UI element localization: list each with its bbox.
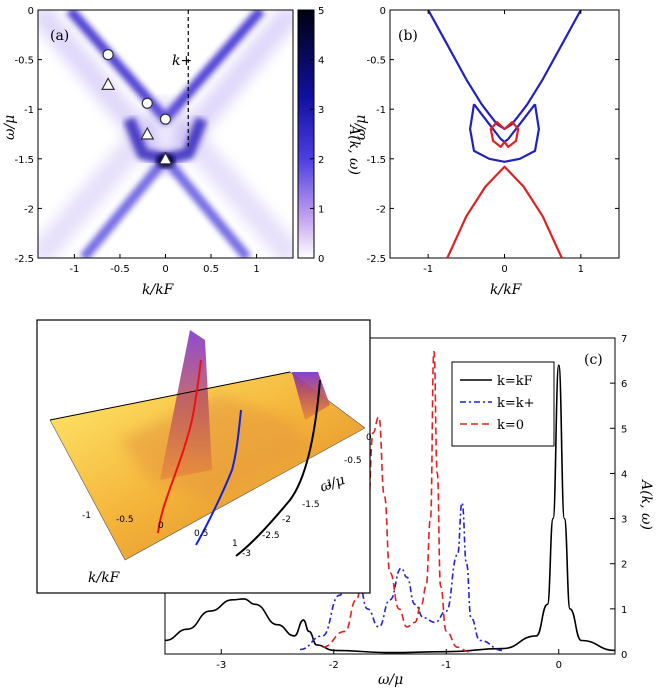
panel-a-xlabel: k/kF xyxy=(142,282,175,298)
b-series-1-segment-0 xyxy=(446,165,563,258)
b-ytick-label: -1 xyxy=(376,105,386,116)
triangle-marker xyxy=(158,151,173,165)
b-ytick-label: -1.5 xyxy=(366,155,386,166)
legend-label-0: k=kF xyxy=(497,374,533,389)
panel-b: -1 0 1 0 -0.5 -1 -1.5 -2 -2.5 (b) k/kF ω/μ xyxy=(353,6,620,298)
inset-ytick-label: -1 xyxy=(323,479,332,489)
c-xtick-label: -1 xyxy=(441,660,451,671)
b-ytick-label: -2 xyxy=(376,204,386,215)
panel-c-ylabel: A(k, ω) xyxy=(638,478,654,530)
inset-blue-curve xyxy=(195,409,242,546)
c-ytick-label: 4 xyxy=(621,469,627,480)
b-xtick-label: -1 xyxy=(423,264,433,275)
spectral-band-2 xyxy=(38,97,293,258)
c-ytick-label: 7 xyxy=(621,334,627,345)
inset-3d-surface: -1 -0.500.510-0.5-1-1.5-2-2.5-3 k/kF ω/μ xyxy=(36,319,372,594)
panel-b-ylabel: ω/μ xyxy=(353,115,369,140)
inset-xtick-label: 1 xyxy=(232,539,238,549)
cbar-tick-label: 1 xyxy=(318,204,324,215)
circle-marker xyxy=(159,113,172,125)
circle-marker xyxy=(102,49,114,61)
a-ytick-label: -2.5 xyxy=(14,254,34,265)
c-ytick-label: 0 xyxy=(621,650,627,661)
a-ytick-label: -2 xyxy=(24,204,34,215)
inset-black-curve xyxy=(235,379,321,557)
a-ytick-label: -1 xyxy=(24,105,34,116)
cbar-tick-label: 4 xyxy=(318,56,324,67)
cbar-tick-label: 0 xyxy=(318,254,324,265)
panel-a-ylabel: ω/μ xyxy=(2,115,18,140)
inset-ytick-label: -1.5 xyxy=(302,500,320,510)
cbar-tick-label: 5 xyxy=(318,6,324,17)
b-series-0-segment-2 xyxy=(469,104,540,163)
cbar-tick-label: 2 xyxy=(318,155,324,166)
inset-xtick-label: -1 xyxy=(82,511,91,521)
panel-b-label: (b) xyxy=(398,28,418,44)
a-ytick-label: -1.5 xyxy=(14,155,34,166)
c-xtick-label: -2 xyxy=(329,660,339,671)
c-ytick-label: 2 xyxy=(621,560,627,571)
inset-xlabel: k/kF xyxy=(88,570,121,586)
inset-back-edge xyxy=(49,371,291,421)
triangle-marker xyxy=(140,126,155,140)
inset-ytick-label: -0.5 xyxy=(344,456,362,466)
a-xtick-label: 1 xyxy=(253,264,259,275)
inset-ytick-label: -2 xyxy=(282,515,291,525)
panel-a: -1 -0.5 0 0.5 1 0 -0.5 -1 -1.5 -2 -2.5 (a) k+ k/kF… xyxy=(2,6,294,298)
cbar-tick-label: 3 xyxy=(318,105,324,116)
ridge-left xyxy=(160,330,212,480)
legend-label-1: k=k+ xyxy=(497,396,535,411)
legend: k=kF k=k+ k=0 xyxy=(451,361,555,447)
circle-marker xyxy=(141,97,153,109)
c-series-0 xyxy=(165,364,615,654)
a-xtick-label: -1 xyxy=(69,264,79,275)
b-ytick-label: -2.5 xyxy=(366,254,386,265)
inset-ytick-label: 0 xyxy=(366,433,372,443)
panel-c-label: (c) xyxy=(584,352,603,368)
inset-xtick-label: 0.5 xyxy=(194,529,208,539)
panel-b-xlabel: k/kF xyxy=(490,282,523,298)
a-xtick-label: 0.5 xyxy=(203,264,219,275)
c-xtick-label: 0 xyxy=(556,660,562,671)
inset-red-curve xyxy=(157,359,202,534)
b-ytick-label: -0.5 xyxy=(366,56,386,67)
inset-ytick-label: -2.5 xyxy=(262,531,280,541)
colorbar: 0 1 2 3 4 5 A(k, ω) xyxy=(297,6,362,265)
panel-a-annotation: k+ xyxy=(172,53,192,69)
a-xtick-label: 0 xyxy=(162,264,168,275)
a-xtick-label: -0.5 xyxy=(110,264,130,275)
triangle-marker xyxy=(101,77,116,91)
legend-label-2: k=0 xyxy=(497,418,524,433)
b-ytick-label: 0 xyxy=(380,6,386,17)
b-xtick-label: 1 xyxy=(578,264,584,275)
inset-xtick-label: -0.5 xyxy=(116,515,134,525)
c-ytick-label: 6 xyxy=(621,379,627,390)
panel-a-label: (a) xyxy=(50,28,69,44)
c-ytick-label: 1 xyxy=(621,605,627,616)
a-ytick-label: -0.5 xyxy=(14,56,34,67)
b-xtick-label: 0 xyxy=(501,264,507,275)
colorbar-label: A(k, ω) xyxy=(346,123,362,175)
panel-c-xlabel: ω/μ xyxy=(378,672,403,688)
a-ytick-label: 0 xyxy=(28,6,34,17)
c-ytick-label: 3 xyxy=(621,515,627,526)
inset-xtick-label: 0 xyxy=(158,521,164,531)
b-series-1-segment-1 xyxy=(489,121,520,148)
c-xtick-label: -3 xyxy=(216,660,226,671)
inset-ytick-label: -3 xyxy=(242,549,251,559)
c-ytick-label: 5 xyxy=(621,424,627,435)
